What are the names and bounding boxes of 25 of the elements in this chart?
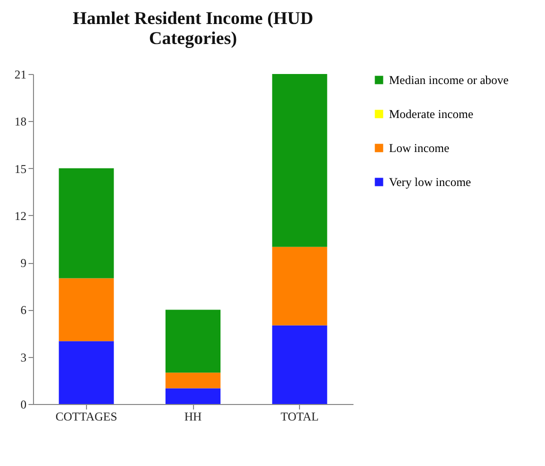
- legend-label: Moderate income: [389, 107, 474, 121]
- y-tick-label: 6: [20, 303, 26, 318]
- bar: [272, 325, 328, 404]
- y-tick-label: 12: [14, 208, 26, 223]
- y-tick-label: 21: [14, 68, 26, 82]
- x-tick-label: COTTAGES: [55, 410, 118, 424]
- bar: [58, 278, 114, 342]
- y-tick-label: 3: [20, 350, 26, 364]
- bar: [58, 341, 114, 404]
- bar: [166, 388, 220, 404]
- legend-label: Median income or above: [389, 73, 509, 87]
- bar: [166, 372, 220, 388]
- x-tick-label: HH: [184, 410, 202, 424]
- bar: [272, 246, 328, 326]
- legend-label: Very low income: [389, 175, 471, 189]
- y-tick-label: 0: [20, 398, 26, 412]
- y-tick-label: 15: [14, 162, 26, 176]
- bar: [272, 74, 328, 247]
- x-tick-label: TOTAL: [280, 410, 319, 424]
- y-tick-label: 18: [14, 114, 26, 129]
- chart-title: Hamlet Resident Income (HUD Categories): [72, 8, 314, 48]
- bar: [58, 168, 114, 278]
- y-tick-label: 9: [20, 256, 26, 270]
- legend-label: Low income: [389, 141, 450, 155]
- bar: [166, 310, 220, 373]
